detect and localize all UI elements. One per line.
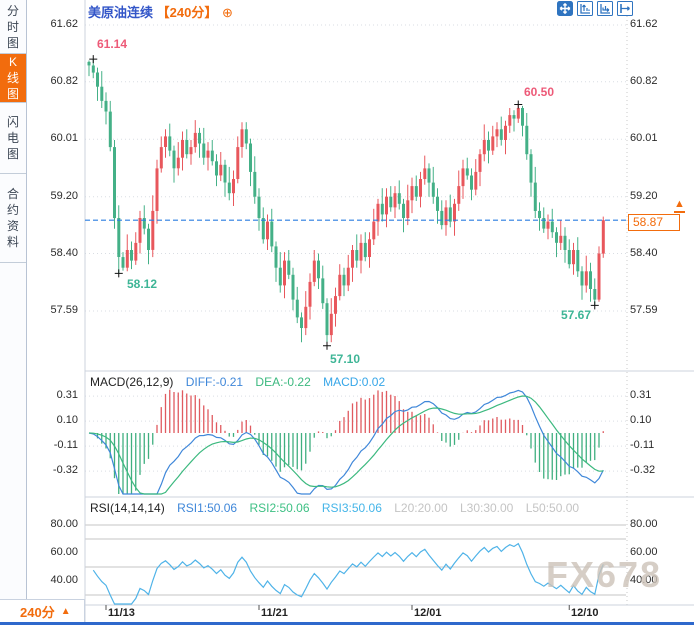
macd-dea-value: DEA:-0.22 [255, 375, 311, 389]
timeframe-label: 240分 [20, 604, 55, 620]
chart-toolbar [557, 1, 633, 16]
sidebar-tab-char: 分 [6, 3, 19, 18]
macd-name: MACD(26,12,9) [90, 375, 174, 389]
move-crosshair-icon[interactable] [557, 1, 573, 16]
timeframe-selector[interactable]: 240分 ▲ [0, 599, 85, 622]
chart-title: 美原油连续 【240分】 ⊕ [88, 2, 233, 21]
timeframe-arrow-icon: ▲ [60, 605, 71, 617]
period-label: 【240分】 [156, 5, 218, 20]
macd-dea-line [88, 395, 604, 495]
sidebar-tab-char: 约 [6, 203, 19, 217]
swing-marker-cross [89, 55, 98, 64]
rsi2-value: RSI2:50.06 [249, 501, 310, 515]
pan-right-icon[interactable] [617, 1, 633, 16]
sidebar-tab-char: 闪 [6, 115, 19, 129]
sidebar-tab-char: 时 [6, 19, 19, 34]
current-price-tag: 58.87 [628, 214, 680, 231]
rsi-l30-value: L30:30.00 [459, 501, 514, 515]
rsi1-value: RSI1:50.06 [177, 501, 238, 515]
swing-marker-cross [114, 269, 123, 278]
sidebar-tab-time-chart[interactable]: 分时图 [0, 0, 26, 54]
swing-marker-cross [323, 341, 331, 350]
watermark: FX678 [546, 554, 663, 595]
rsi-line [92, 542, 604, 605]
sidebar-tab-char: 线 [6, 71, 19, 85]
sidebar-tab-flash-chart[interactable]: 闪电图 [0, 103, 26, 174]
swing-marker-cross [514, 100, 523, 109]
rsi-l50-value: L50:50.00 [525, 501, 580, 515]
symbol-name: 美原油连续 [88, 5, 154, 20]
sidebar-tab-char: 图 [6, 35, 19, 50]
sidebar-tab-char: 图 [6, 87, 19, 101]
sidebar-tab-char: 料 [6, 235, 19, 249]
rsi3-value: RSI3:50.06 [321, 501, 382, 515]
macd-macd-value: MACD:0.02 [323, 375, 386, 389]
sidebar-tab-contract-info[interactable]: 合约资料 [0, 174, 26, 263]
sidebar-tab-char: K [8, 55, 17, 69]
y-axis-scale-icon[interactable] [577, 1, 593, 16]
sidebar-tab-char: 图 [6, 147, 19, 161]
window-bottom-edge [0, 622, 694, 625]
sidebar-tab-char: 合 [6, 187, 19, 201]
sidebar-tab-char: 资 [6, 219, 19, 233]
macd-diff-value: DIFF:-0.21 [185, 375, 244, 389]
swing-marker-cross [590, 301, 599, 310]
zoom-cycle-icon[interactable]: ⊕ [221, 5, 233, 20]
candles [87, 59, 605, 346]
macd-legend: MACD(26,12,9) DIFF:-0.21 DEA:-0.22 MACD:… [90, 375, 394, 389]
rsi-name: RSI(14,14,14) [90, 501, 165, 515]
price-up-arrow-icon: ▲ [674, 199, 685, 213]
rsi-legend: RSI(14,14,14) RSI1:50.06 RSI2:50.06 RSI3… [90, 501, 588, 515]
macd-diff-line [88, 389, 604, 495]
rsi-l20-value: L20:20.00 [394, 501, 448, 515]
sidebar-tab-char: 电 [6, 131, 19, 145]
x-axis-scale-icon[interactable] [597, 1, 613, 16]
